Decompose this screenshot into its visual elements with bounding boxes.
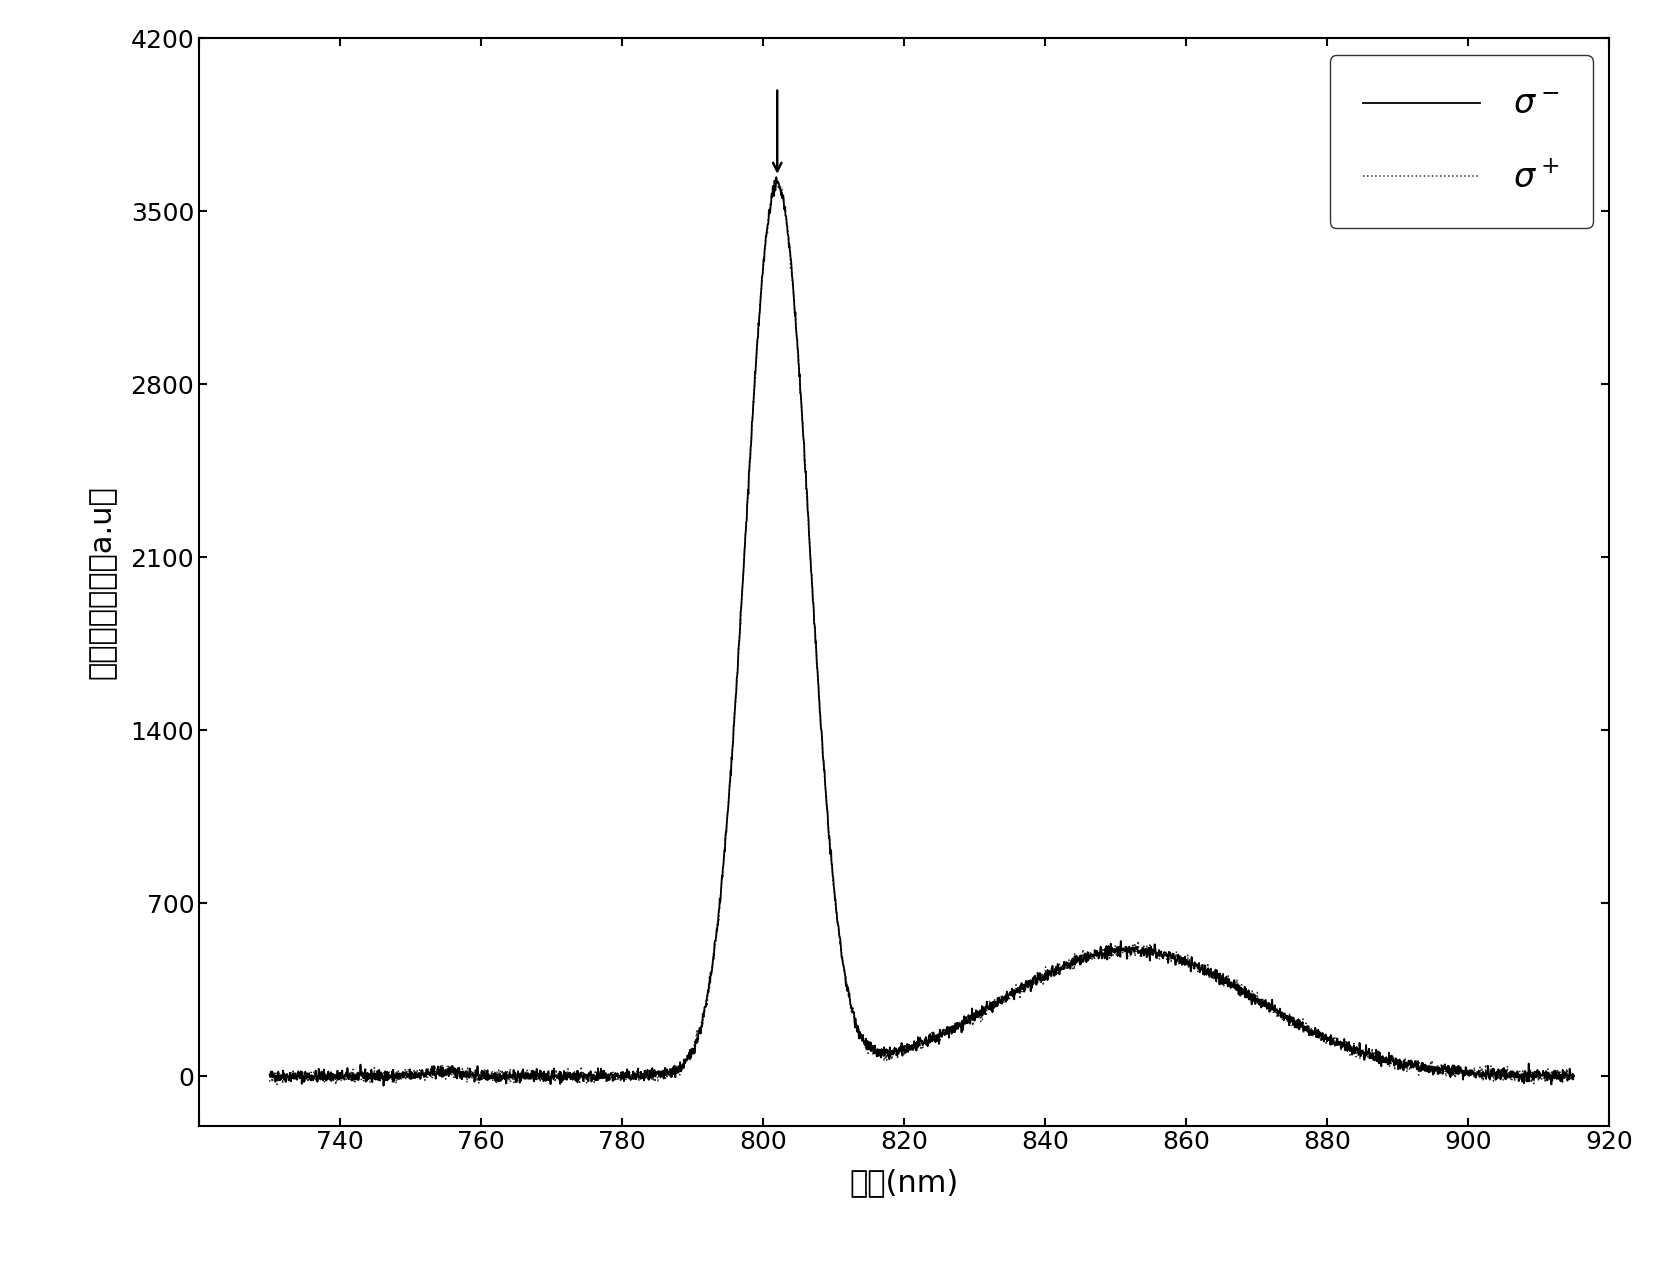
$\sigma^-$	[818, 801, 838, 816]
$\sigma^+$	[325, 1077, 345, 1092]
$\sigma^+$	[408, 1063, 428, 1078]
$\sigma^-$	[373, 1078, 393, 1094]
$\sigma^+$	[1399, 1058, 1418, 1073]
Legend: $\sigma^-$, $\sigma^+$: $\sigma^-$, $\sigma^+$	[1329, 55, 1593, 228]
$\sigma^-$	[1399, 1053, 1418, 1068]
$\sigma^-$	[766, 170, 786, 185]
Line: $\sigma^-$: $\sigma^-$	[269, 178, 1574, 1086]
$\sigma^+$	[818, 799, 838, 815]
$\sigma^-$	[1540, 1065, 1559, 1081]
$\sigma^-$	[1564, 1069, 1584, 1085]
$\sigma^-$	[486, 1067, 506, 1082]
Line: $\sigma^+$: $\sigma^+$	[269, 182, 1574, 1085]
$\sigma^+$	[760, 194, 780, 210]
$\sigma^-$	[259, 1067, 279, 1082]
Y-axis label: 电致荆光强度（a.u）: 电致荆光强度（a.u）	[88, 485, 116, 679]
$\sigma^+$	[1564, 1072, 1584, 1087]
X-axis label: 波长(nm): 波长(nm)	[849, 1168, 959, 1197]
$\sigma^+$	[259, 1074, 279, 1090]
$\sigma^-$	[408, 1068, 428, 1083]
$\sigma^+$	[768, 174, 788, 189]
$\sigma^+$	[1540, 1068, 1559, 1083]
$\sigma^+$	[486, 1076, 506, 1091]
$\sigma^-$	[760, 205, 780, 220]
